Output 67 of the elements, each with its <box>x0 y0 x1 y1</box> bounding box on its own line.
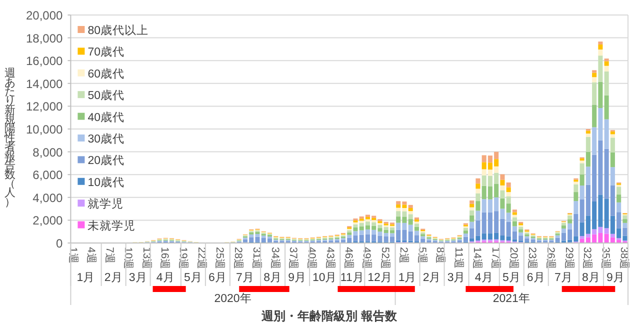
legend-label: 30歳代 <box>88 132 124 146</box>
x-tick-label: 37週 <box>287 247 300 270</box>
text: 6月 <box>208 271 227 284</box>
y-tick-label: 16,000 <box>26 54 64 68</box>
text: 4月 <box>474 271 494 284</box>
text: 11月 <box>340 271 364 284</box>
x-tick-label: 34週 <box>268 247 281 270</box>
legend-label: 40歳代 <box>88 110 124 124</box>
x-tick-label: 46週 <box>342 247 354 270</box>
x-tick-label: 32週 <box>581 247 594 270</box>
text: 4月 <box>156 271 175 284</box>
y-tick-label: 2,000 <box>32 214 64 228</box>
x-tick-label: 25週 <box>214 247 226 270</box>
text: 6月 <box>526 271 546 284</box>
legend-label: 未就学児 <box>88 219 136 232</box>
y-tick-label: 10,000 <box>26 122 64 136</box>
legend-label: 20歳代 <box>88 154 124 168</box>
text: 1月 <box>398 271 417 284</box>
x-axis-title: 週別・年齢階級別 報告数 <box>260 309 398 323</box>
text: 7月 <box>236 271 254 284</box>
text: 10月 <box>312 271 338 284</box>
x-tick-label: 31週 <box>250 247 262 270</box>
legend-label: 10歳代 <box>88 176 124 189</box>
legend-label: 60歳代 <box>88 67 124 80</box>
y-tick-label: 4,000 <box>32 190 64 205</box>
legend-label: 70歳代 <box>88 46 124 59</box>
x-tick-label: 8週 <box>434 247 446 264</box>
legend-label: 50歳代 <box>88 89 124 102</box>
y-tick-label: 0 <box>56 236 64 250</box>
x-tick-label: 16週 <box>158 247 171 270</box>
x-tick-label: 20週 <box>508 247 520 270</box>
x-tick-label: 49週 <box>360 247 373 270</box>
x-tick-label: 40週 <box>306 247 318 270</box>
text: 7月 <box>554 271 573 284</box>
text: 2020年 <box>214 292 252 305</box>
x-tick-label: 14週 <box>470 247 483 270</box>
text: 8月 <box>582 271 600 284</box>
y-tick-label: 18,000 <box>26 31 64 46</box>
x-tick-label: 4週 <box>85 247 98 264</box>
text: 3月 <box>128 271 148 284</box>
text: 8月 <box>264 271 282 284</box>
x-tick-label: 11週 <box>452 247 465 269</box>
text: 週あたり新規陽性者報告数（人） <box>4 68 16 208</box>
text: 2021年 <box>492 292 530 305</box>
y-tick-label: 12,000 <box>26 100 64 114</box>
text: 9月 <box>606 271 625 284</box>
x-tick-label: 29週 <box>562 247 575 270</box>
text: 2月 <box>422 271 442 284</box>
text: 5月 <box>502 271 521 284</box>
x-tick-label: 7週 <box>104 247 116 264</box>
text: 5月 <box>184 271 202 284</box>
text: 3月 <box>447 271 466 284</box>
y-tick-label: 20,000 <box>26 8 64 22</box>
x-tick-label: 52週 <box>379 247 392 270</box>
x-tick-label: 28週 <box>232 247 244 270</box>
text: 9月 <box>288 271 306 284</box>
x-tick-label: 43週 <box>324 247 336 270</box>
text: 1月 <box>76 271 96 284</box>
text: 2月 <box>104 271 123 284</box>
x-tick-label: 23週 <box>526 247 538 270</box>
legend-label: 就学児 <box>88 198 124 211</box>
y-tick-label: 6,000 <box>32 168 64 182</box>
y-tick-label: 14,000 <box>26 76 64 91</box>
y-tick-label: 8,000 <box>32 145 64 160</box>
legend-label: 80歳代以上 <box>88 24 148 37</box>
text: 12月 <box>368 271 392 284</box>
x-tick-label: 2週 <box>397 247 410 264</box>
